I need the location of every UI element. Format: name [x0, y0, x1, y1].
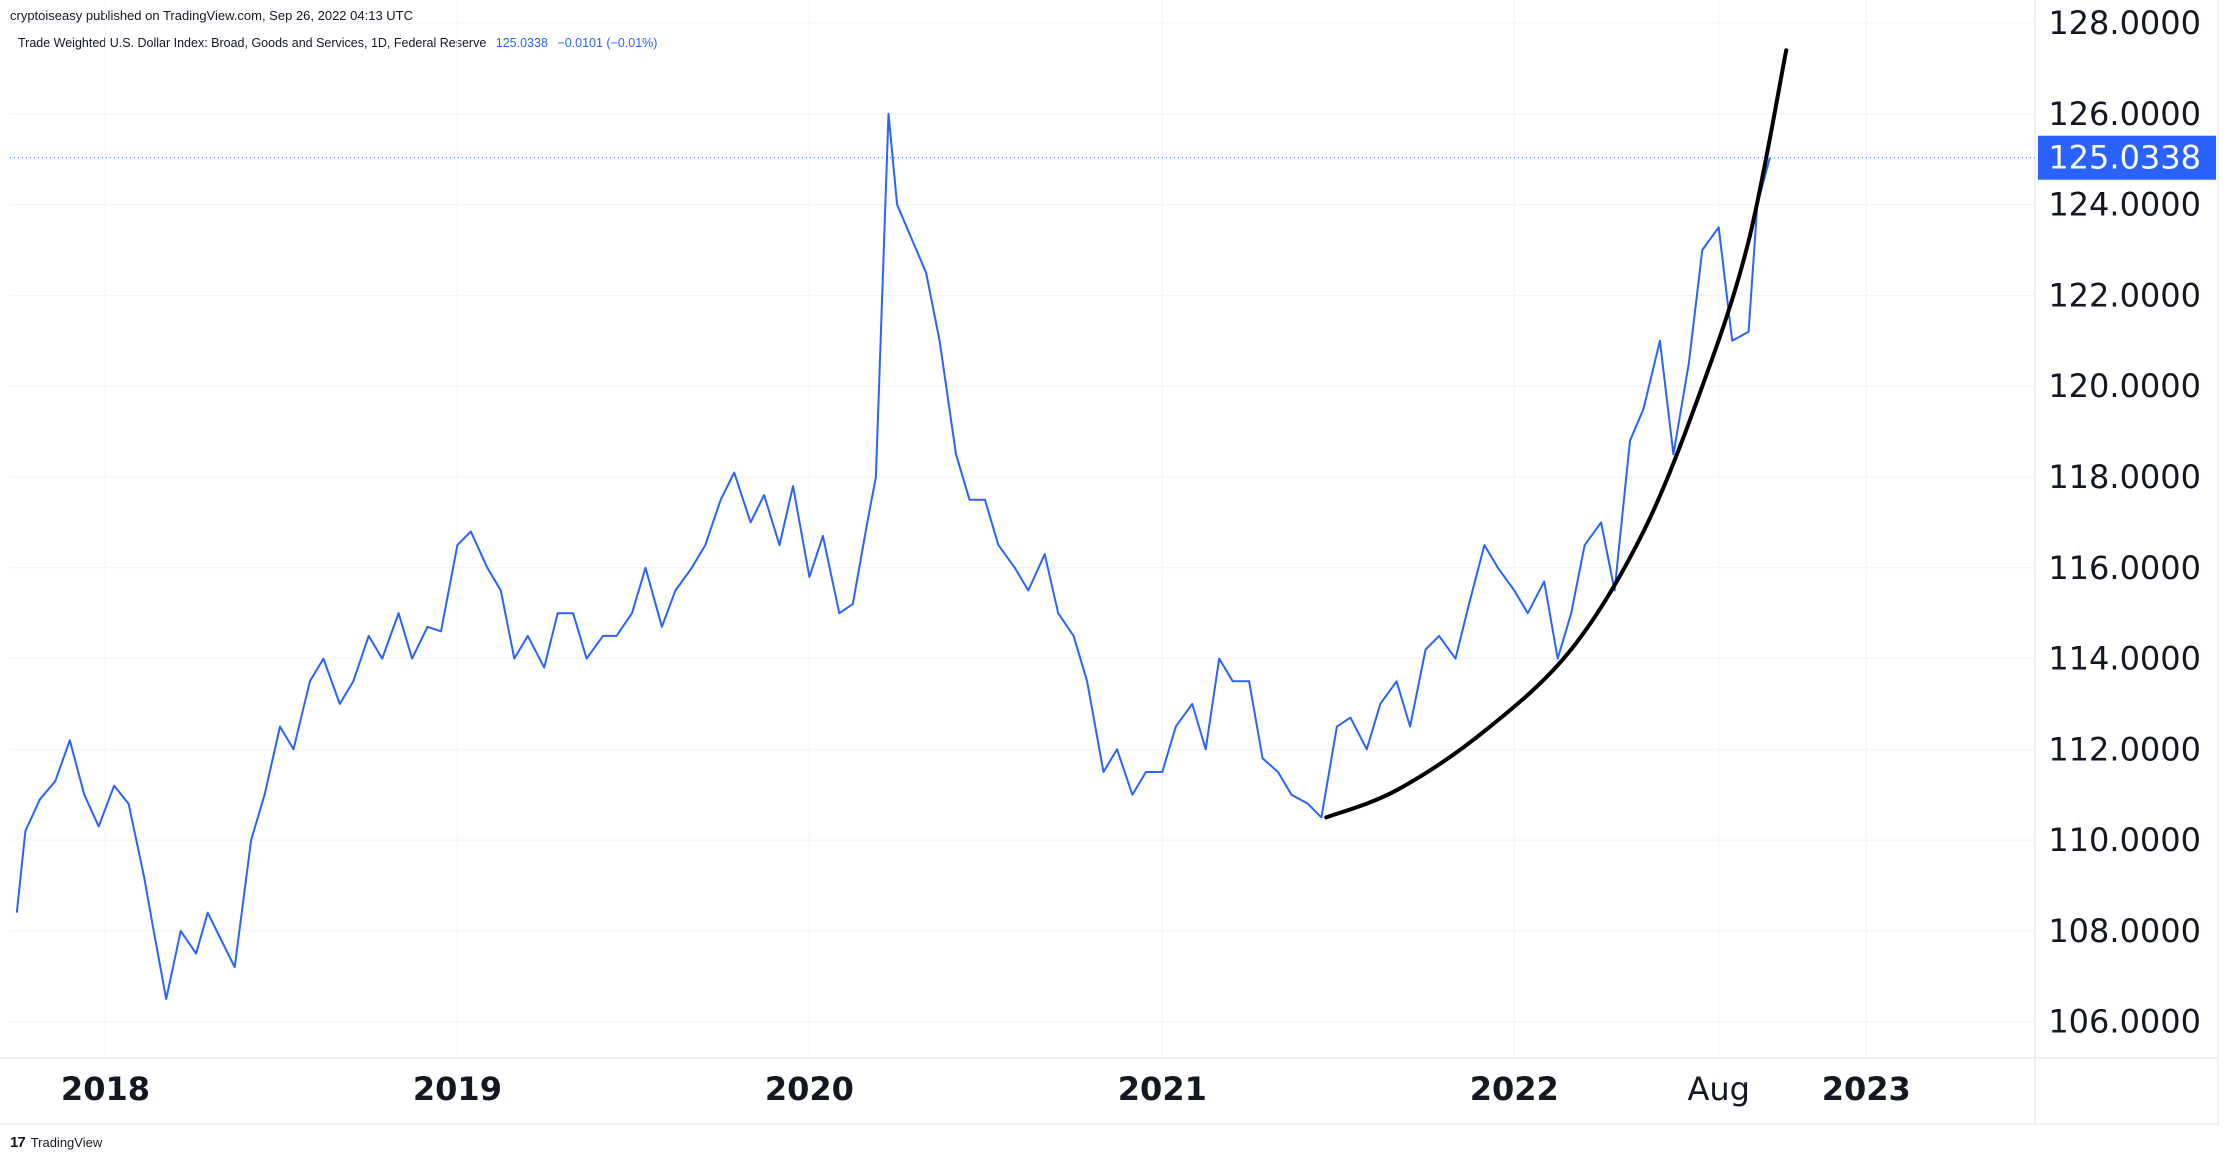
series-title: Trade Weighted U.S. Dollar Index: Broad,…	[18, 36, 487, 50]
chart-grid	[10, 0, 2035, 1058]
y-tick-label: 128.0000	[2048, 4, 2201, 42]
x-tick-label: 2020	[765, 1070, 854, 1108]
y-tick-label: 114.0000	[2048, 640, 2201, 678]
published-info: cryptoiseasy published on TradingView.co…	[10, 8, 413, 23]
x-tick-label: Aug	[1687, 1070, 1749, 1108]
series-legend[interactable]: Trade Weighted U.S. Dollar Index: Broad,…	[18, 36, 657, 50]
x-tick-label: 2021	[1118, 1070, 1207, 1108]
trend-curve	[1324, 48, 1789, 820]
y-tick-label: 120.0000	[2048, 367, 2201, 405]
tradingview-logo[interactable]: 17 TradingView	[10, 1134, 102, 1151]
y-tick-label: 122.0000	[2048, 276, 2201, 314]
x-tick-label: 2018	[61, 1070, 150, 1108]
y-tick-label: 110.0000	[2048, 821, 2201, 859]
last-price-tag: 125.0338	[2038, 135, 2216, 180]
price-tag-label: 125.0338	[2048, 139, 2201, 177]
y-tick-label: 106.0000	[2048, 1003, 2201, 1041]
series-change: −0.0101 (−0.01%)	[557, 36, 658, 50]
y-tick-label: 124.0000	[2048, 186, 2201, 224]
series-last-value: 125.0338	[495, 36, 548, 50]
y-tick-label: 118.0000	[2048, 458, 2201, 496]
tradingview-brand: TradingView	[30, 1135, 103, 1150]
y-tick-label: 112.0000	[2048, 730, 2201, 768]
y-tick-label: 116.0000	[2048, 549, 2201, 587]
x-tick-label: 2022	[1470, 1070, 1559, 1108]
y-axis-ticks: 106.0000 108.0000 110.0000 112.0000 114.0000…	[2048, 4, 2201, 1041]
x-axis-ticks: 2018 2019 2020 2021 2022 Aug 2023	[61, 1070, 1911, 1108]
trend-curve-layer	[1324, 48, 1789, 820]
x-tick-label: 2019	[413, 1070, 502, 1108]
series-layer	[15, 112, 1771, 1000]
price-tag-bg	[2038, 135, 2216, 180]
chart-axes	[0, 0, 2219, 1125]
y-tick-label: 126.0000	[2048, 95, 2201, 133]
series-line	[15, 112, 1771, 1000]
tradingview-logo-icon: 17	[10, 1134, 26, 1151]
x-tick-label: 2023	[1822, 1070, 1911, 1108]
y-tick-label: 108.0000	[2048, 912, 2201, 950]
